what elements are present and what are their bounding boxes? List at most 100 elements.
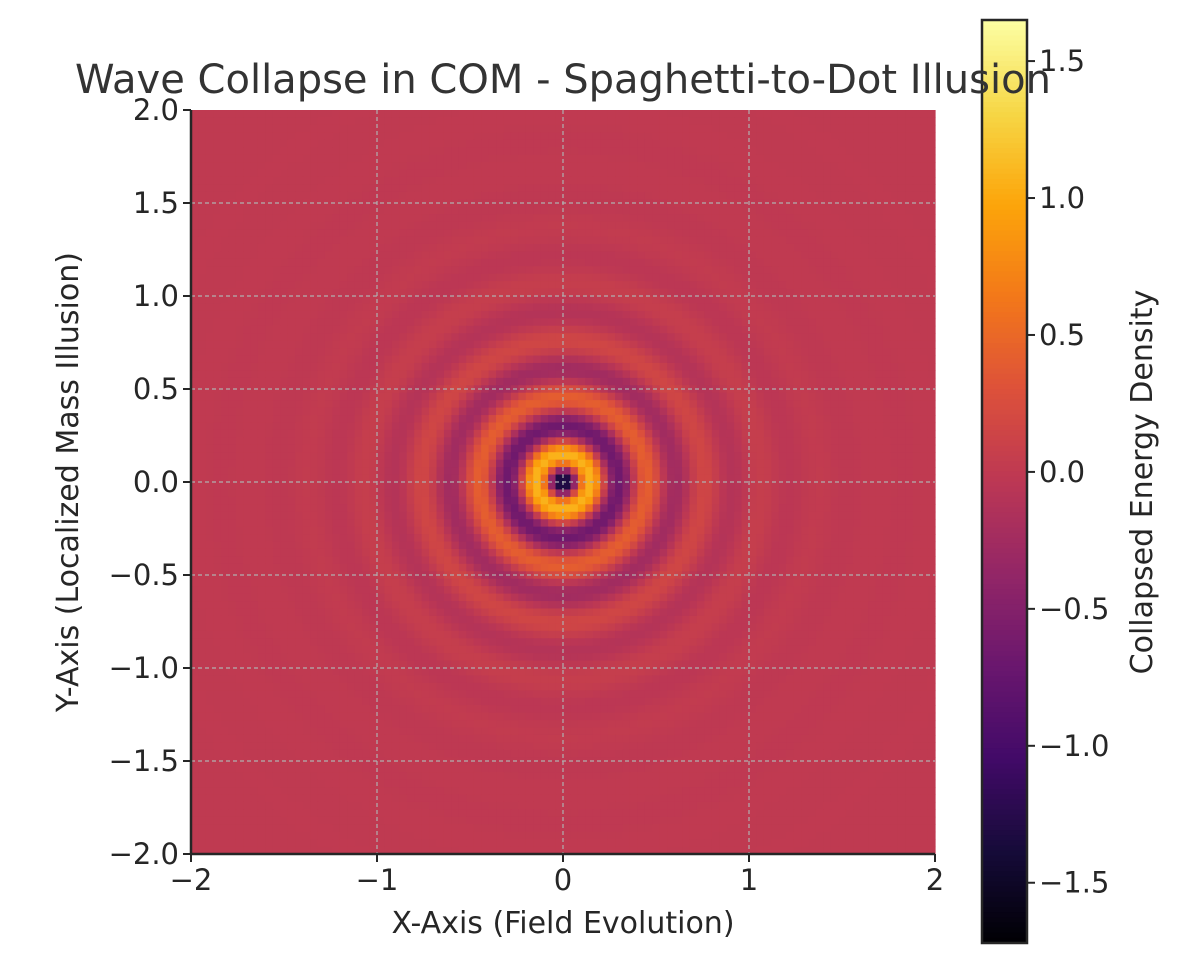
heatmap-cell: [339, 132, 348, 141]
heatmap-cell: [451, 110, 460, 119]
heatmap-cell: [481, 415, 490, 424]
heatmap-cell: [696, 355, 705, 364]
heatmap-cell: [391, 325, 400, 334]
heatmap-cell: [689, 229, 698, 238]
heatmap-cell: [436, 229, 445, 238]
heatmap-cell: [667, 415, 676, 424]
heatmap-cell: [815, 310, 824, 319]
heatmap-cell: [548, 214, 557, 223]
heatmap-cell: [897, 176, 906, 185]
heatmap-cell: [280, 348, 289, 357]
heatmap-cell: [272, 310, 281, 319]
heatmap-cell: [362, 325, 371, 334]
heatmap-cell: [622, 333, 631, 342]
heatmap-cell: [533, 273, 542, 282]
heatmap-cell: [853, 251, 862, 260]
heatmap-cell: [577, 392, 586, 401]
heatmap-cell: [377, 377, 386, 386]
heatmap-cell: [213, 318, 222, 327]
heatmap-cell: [741, 221, 750, 230]
heatmap-cell: [674, 162, 683, 171]
heatmap-cell: [600, 132, 609, 141]
heatmap-cell: [414, 340, 423, 349]
heatmap-cell: [615, 266, 624, 275]
heatmap-cell: [801, 452, 810, 461]
heatmap-cell: [563, 251, 572, 260]
heatmap-cell: [622, 459, 631, 468]
heatmap-cell: [406, 258, 415, 267]
heatmap-cell: [280, 422, 289, 431]
heatmap-cell: [689, 459, 698, 468]
heatmap-cell: [191, 236, 200, 245]
heatmap-cell: [205, 415, 214, 424]
heatmap-cell: [310, 154, 319, 163]
heatmap-cell: [778, 340, 787, 349]
heatmap-cell: [287, 318, 296, 327]
heatmap-cell: [778, 444, 787, 453]
heatmap-cell: [592, 452, 601, 461]
heatmap-cell: [332, 236, 341, 245]
heatmap-cell: [250, 362, 259, 371]
heatmap-cell: [443, 266, 452, 275]
heatmap-cell: [622, 370, 631, 379]
heatmap-cell: [652, 467, 661, 476]
heatmap-cell: [555, 258, 564, 267]
heatmap-cell: [414, 318, 423, 327]
heatmap-cell: [882, 467, 891, 476]
heatmap-cell: [853, 444, 862, 453]
heatmap-cell: [793, 243, 802, 252]
heatmap-cell: [585, 243, 594, 252]
heatmap-cell: [339, 437, 348, 446]
heatmap-cell: [741, 407, 750, 416]
heatmap-cell: [243, 474, 252, 483]
heatmap-cell: [570, 110, 579, 119]
heatmap-cell: [324, 258, 333, 267]
heatmap-cell: [510, 191, 519, 200]
heatmap-cell: [570, 117, 579, 126]
heatmap-cell: [682, 229, 691, 238]
heatmap-cell: [287, 288, 296, 297]
heatmap-cell: [406, 154, 415, 163]
heatmap-cell: [324, 296, 333, 305]
heatmap-cell: [228, 243, 237, 252]
heatmap-cell: [198, 214, 207, 223]
heatmap-cell: [711, 266, 720, 275]
heatmap-cell: [555, 474, 564, 483]
heatmap-cell: [339, 310, 348, 319]
heatmap-cell: [451, 340, 460, 349]
heatmap-cell: [860, 303, 869, 312]
heatmap-cell: [674, 169, 683, 178]
heatmap-cell: [518, 296, 527, 305]
heatmap-cell: [488, 333, 497, 342]
heatmap-cell: [629, 400, 638, 409]
heatmap-cell: [429, 169, 438, 178]
heatmap-cell: [198, 407, 207, 416]
heatmap-cell: [191, 467, 200, 476]
heatmap-cell: [868, 303, 877, 312]
heatmap-cell: [391, 206, 400, 215]
heatmap-cell: [629, 370, 638, 379]
heatmap-cell: [421, 243, 430, 252]
heatmap-cell: [659, 474, 668, 483]
heatmap-cell: [533, 362, 542, 371]
heatmap-cell: [793, 444, 802, 453]
heatmap-cell: [488, 377, 497, 386]
heatmap-cell: [339, 273, 348, 282]
heatmap-cell: [905, 422, 914, 431]
heatmap-cell: [265, 310, 274, 319]
heatmap-cell: [577, 474, 586, 483]
heatmap-cell: [711, 362, 720, 371]
heatmap-cell: [466, 154, 475, 163]
heatmap-cell: [473, 199, 482, 208]
heatmap-cell: [362, 169, 371, 178]
heatmap-cell: [332, 191, 341, 200]
heatmap-cell: [272, 221, 281, 230]
heatmap-cell: [257, 400, 266, 409]
heatmap-cell: [927, 400, 936, 409]
heatmap-cell: [421, 377, 430, 386]
heatmap-cell: [905, 467, 914, 476]
heatmap-cell: [771, 348, 780, 357]
heatmap-cell: [704, 184, 713, 193]
heatmap-cell: [265, 169, 274, 178]
heatmap-cell: [682, 176, 691, 185]
